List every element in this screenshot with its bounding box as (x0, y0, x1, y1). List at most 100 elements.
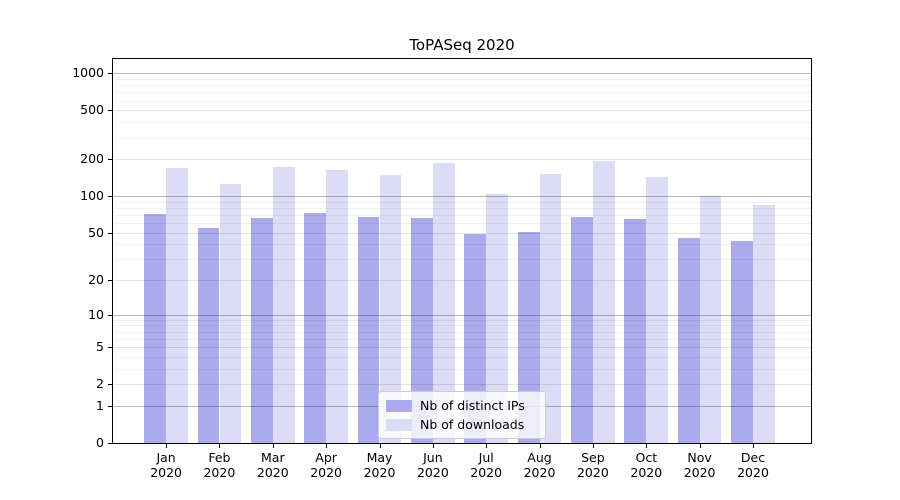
bar-downloads-apr (326, 169, 348, 443)
gridline-60 (113, 223, 811, 224)
bar-ips-nov (677, 238, 700, 443)
gridline-700 (113, 92, 811, 94)
bar-ips-sep (571, 216, 593, 443)
gridline-900 (113, 79, 811, 80)
y-tick-label-5: 5 (96, 339, 104, 355)
bar-downloads-sep (592, 161, 615, 443)
gridline-100 (113, 196, 811, 198)
x-tick-mark-jul (486, 444, 488, 448)
x-tick-mark-mar (272, 444, 274, 448)
y-tick-label-0: 0 (96, 435, 104, 450)
x-tick-mark-jun (432, 444, 434, 448)
y-tick-label-1: 1 (96, 397, 104, 413)
bar-downloads-jul (486, 193, 508, 443)
y-tick-label-20: 20 (88, 272, 104, 288)
y-tick-label-500: 500 (80, 102, 104, 118)
gridline-200 (113, 159, 811, 161)
x-tick-label-jul: Jul 2020 (470, 450, 503, 480)
x-tick-label-jun: Jun 2020 (416, 450, 449, 480)
bar-ips-dec (731, 240, 753, 443)
x-tick-label-may: May 2020 (363, 450, 396, 480)
bar-downloads-oct (646, 177, 669, 443)
chart-title: ToPASeq 2020 (409, 36, 515, 54)
x-tick-mark-feb (219, 444, 221, 448)
bar-ips-feb (197, 227, 220, 443)
legend-label-distinct-ips: Nb of distinct IPs (420, 398, 525, 413)
gridline-90 (113, 201, 811, 203)
x-tick-label-aug: Aug 2020 (523, 450, 556, 480)
gridline-2 (113, 384, 811, 386)
gridline-300 (113, 137, 811, 139)
legend-swatch-downloads (386, 418, 412, 431)
legend-swatch-distinct-ips (386, 399, 412, 412)
x-tick-mark-dec (753, 444, 754, 448)
gridline-7 (113, 331, 811, 333)
bar-downloads-aug (539, 173, 562, 443)
bar-downloads-mar (272, 166, 295, 443)
plot-area (112, 58, 812, 444)
y-tick-mark-1 (108, 405, 112, 407)
gridline-6 (113, 338, 811, 340)
y-tick-mark-0 (108, 443, 112, 444)
bar-downloads-nov (699, 196, 722, 443)
bar-downloads-jun (432, 162, 455, 443)
gridline-70 (113, 214, 811, 216)
gridline-20 (113, 280, 811, 282)
y-tick-mark-20 (108, 280, 112, 282)
bar-ips-may (357, 217, 380, 443)
gridline-80 (113, 207, 811, 209)
x-tick-mark-may (379, 444, 381, 448)
bar-downloads-jan (166, 167, 188, 443)
bar-ips-oct (624, 218, 647, 443)
y-tick-mark-100 (108, 196, 112, 198)
y-tick-mark-200 (108, 159, 112, 161)
bar-downloads-dec (753, 205, 775, 443)
x-tick-label-sep: Sep 2020 (576, 450, 609, 480)
gridline-500 (113, 110, 811, 112)
legend-item-distinct-ips: Nb of distinct IPs (386, 398, 536, 413)
gridline-1000 (113, 73, 811, 75)
gridline-600 (113, 100, 811, 102)
legend: Nb of distinct IPs Nb of downloads (378, 391, 546, 439)
gridline-30 (113, 259, 811, 261)
gridline-40 (113, 244, 811, 246)
gridline-800 (113, 85, 811, 87)
y-tick-mark-10 (108, 314, 112, 316)
x-tick-mark-apr (326, 444, 328, 448)
gridline-5 (113, 347, 811, 349)
gridline-400 (113, 122, 811, 124)
gridline-8 (113, 325, 811, 327)
legend-item-downloads: Nb of downloads (386, 417, 536, 432)
y-tick-label-2: 2 (96, 376, 104, 392)
x-tick-label-jan: Jan 2020 (150, 450, 182, 480)
y-tick-mark-500 (108, 110, 112, 112)
y-tick-label-10: 10 (88, 306, 104, 322)
gridline-3 (113, 368, 811, 370)
x-tick-label-mar: Mar 2020 (256, 450, 289, 480)
bar-ips-jun (411, 218, 433, 443)
bar-ips-jan (144, 214, 167, 443)
bar-downloads-may (379, 175, 402, 443)
gridline-4 (113, 356, 811, 358)
x-tick-mark-oct (646, 444, 648, 448)
x-tick-label-nov: Nov 2020 (683, 450, 716, 480)
y-tick-label-100: 100 (80, 188, 104, 204)
x-tick-mark-jan (166, 444, 168, 448)
bar-ips-apr (304, 212, 327, 443)
bar-ips-mar (251, 218, 273, 443)
y-tick-label-50: 50 (88, 224, 104, 240)
x-tick-label-dec: Dec 2020 (737, 450, 769, 480)
bar-ips-jul (464, 233, 487, 443)
x-tick-mark-sep (592, 444, 594, 448)
y-tick-mark-1000 (108, 73, 112, 75)
x-tick-label-feb: Feb 2020 (203, 450, 236, 480)
x-tick-mark-aug (539, 444, 541, 448)
gridline-50 (113, 232, 811, 234)
bar-downloads-feb (219, 183, 242, 443)
gridline-9 (113, 319, 811, 321)
x-tick-label-oct: Oct 2020 (630, 450, 663, 480)
legend-label-downloads: Nb of downloads (420, 417, 525, 432)
y-tick-label-200: 200 (80, 151, 104, 167)
bar-ips-aug (517, 231, 540, 443)
